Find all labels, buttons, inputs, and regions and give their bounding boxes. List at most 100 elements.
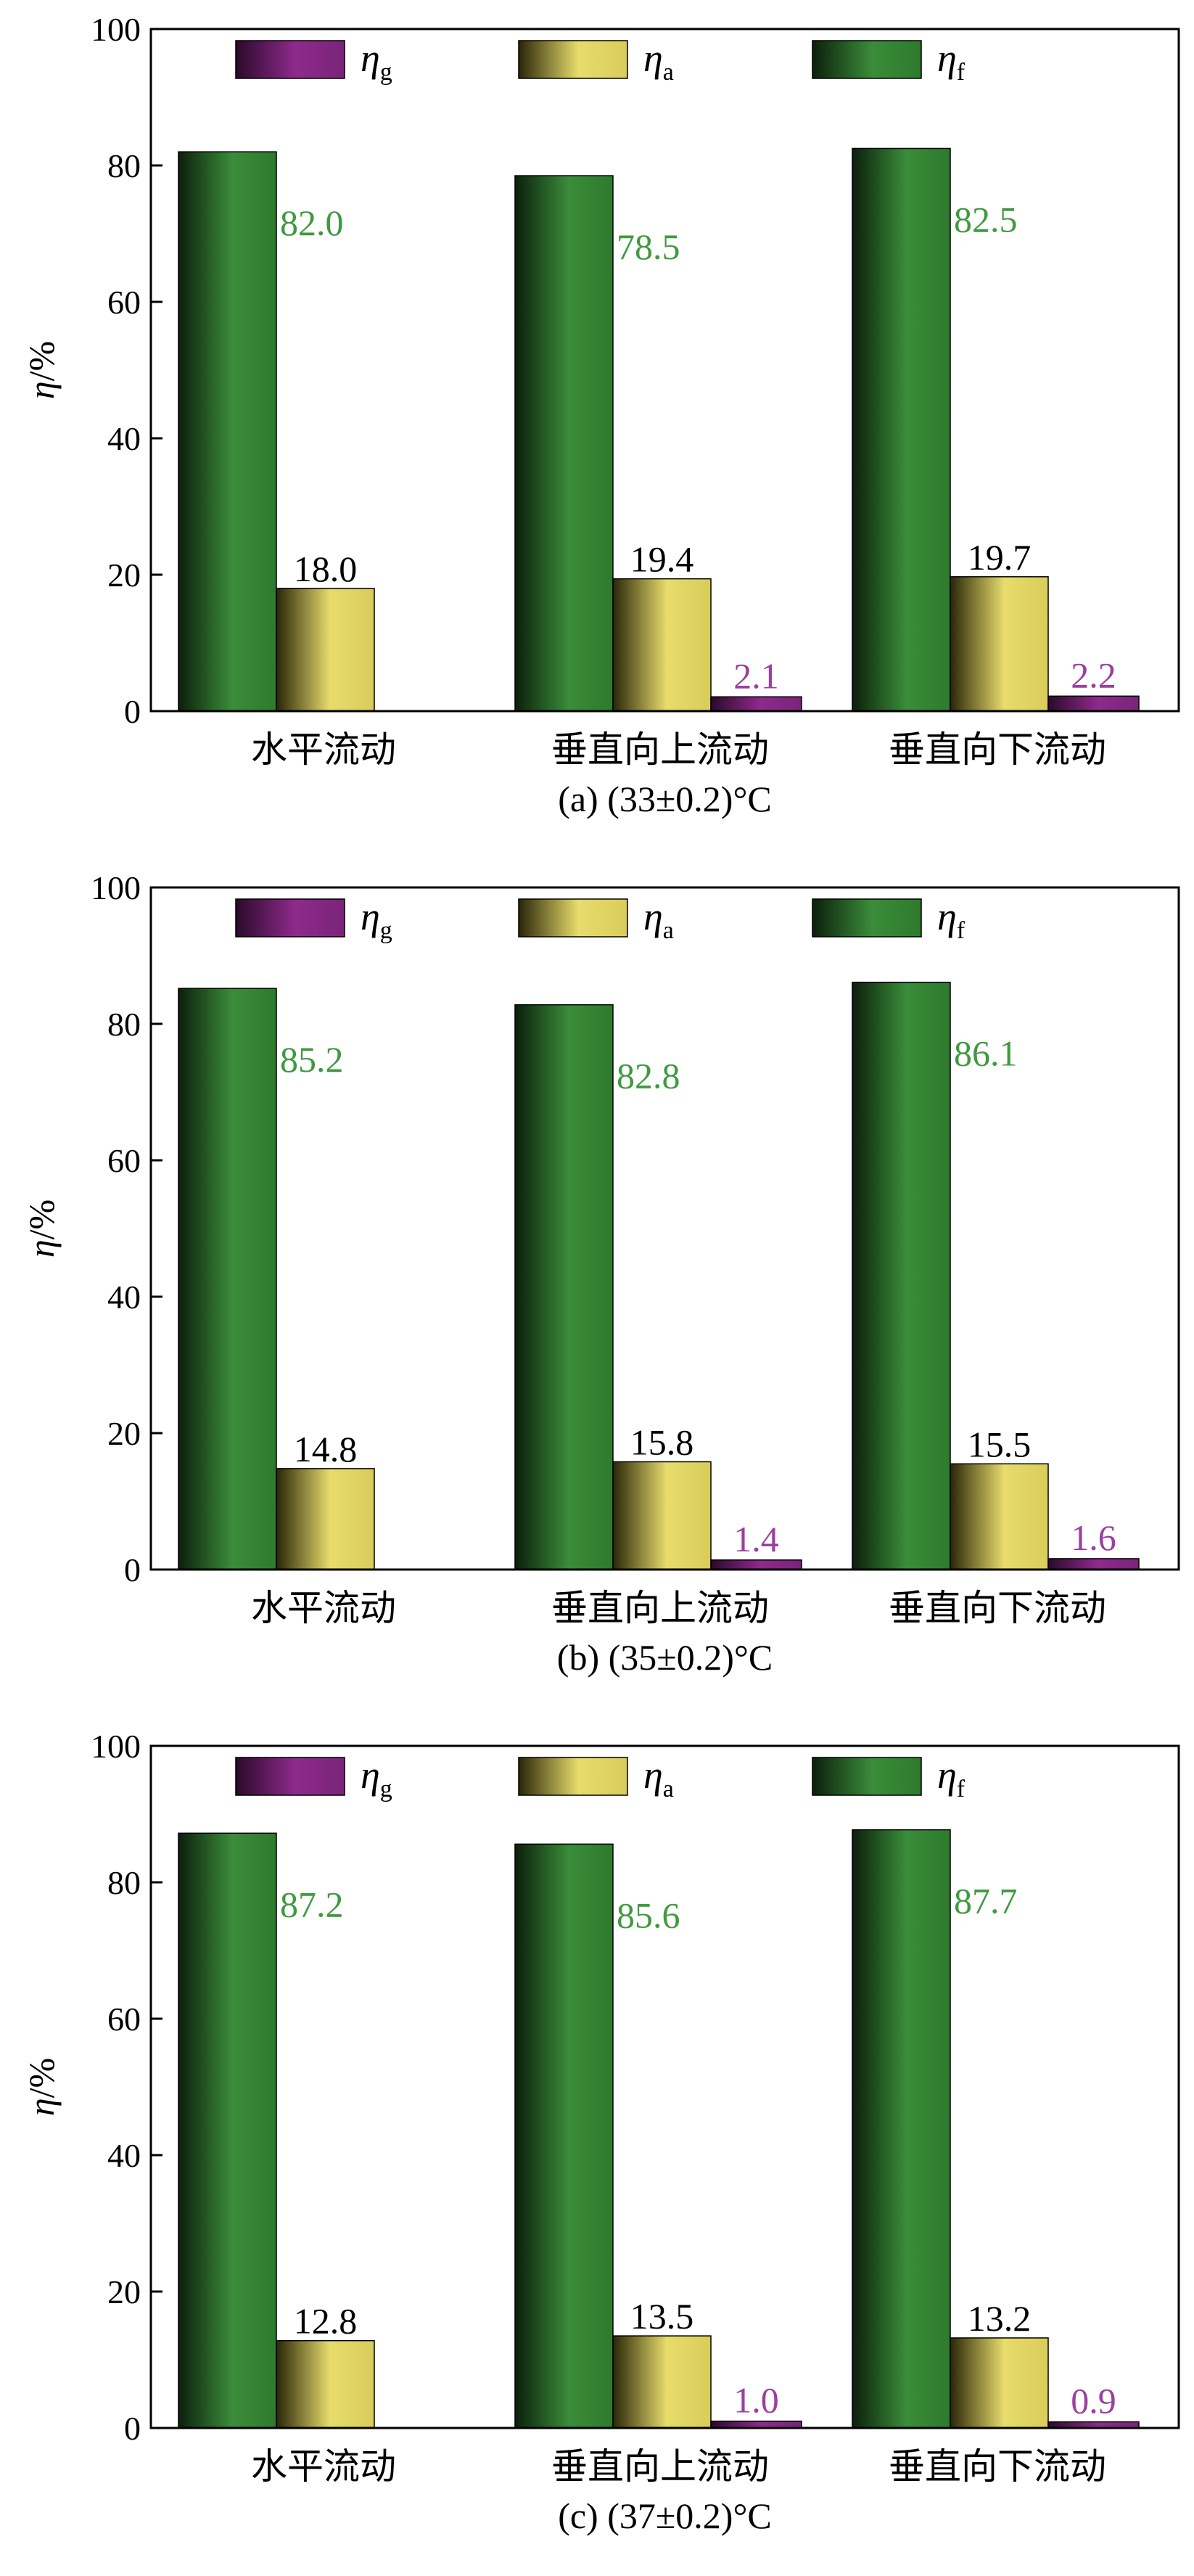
bar-eta_f (852, 981, 951, 1570)
value-label-eta_f: 87.7 (954, 1881, 1018, 1921)
bar-eta_a (276, 588, 375, 712)
bar-eta_f (178, 988, 277, 1570)
y-tick-label: 60 (107, 284, 141, 321)
bar-eta_g (710, 696, 802, 712)
bar-eta_f (514, 1843, 614, 2429)
bar-eta_f (852, 147, 951, 712)
y-tick-label: 80 (107, 147, 141, 184)
bar-eta_g (710, 1559, 802, 1570)
chart-panel: 87.2 85.6 87.7 12.8 13.5 13.2 1.0 0.9 0 20 40 60 80 1… (0, 1717, 1194, 2575)
chart-panel: 82.0 78.5 82.5 18.0 19.4 19.7 2.1 2.2 0 20 40 60 80 1… (0, 0, 1194, 858)
y-tick-label: 100 (91, 1728, 141, 1765)
bar-eta_f (178, 1832, 277, 2429)
value-label-eta_a: 15.5 (968, 1424, 1032, 1464)
value-label-eta_a: 18.0 (294, 549, 358, 589)
x-category-label: 垂直向下流动 (889, 729, 1106, 771)
legend-swatch-eta_f (812, 40, 922, 79)
legend-label-eta_a: ηa (643, 36, 674, 86)
legend-label-eta_g: ηg (361, 1753, 392, 1802)
bar-eta_f (514, 1004, 614, 1570)
value-label-eta_a: 15.8 (630, 1422, 694, 1462)
value-label-eta_a: 12.8 (294, 2301, 358, 2342)
y-axis-label: η/% (21, 2058, 62, 2116)
y-tick-label: 60 (107, 2001, 141, 2038)
x-category-label: 垂直向上流动 (551, 1587, 769, 1629)
value-label-eta_a: 13.2 (968, 2298, 1032, 2339)
value-label-eta_f: 78.5 (617, 226, 680, 267)
chart-svg: 82.0 78.5 82.5 18.0 19.4 19.7 2.1 2.2 0 20 40 60 80 1… (21, 11, 1180, 819)
plot-frame (149, 886, 1180, 1571)
bar-eta_a (276, 2339, 375, 2429)
y-tick-label: 80 (107, 1006, 141, 1043)
x-category-label: 水平流动 (251, 729, 396, 771)
y-tick-label: 40 (107, 1279, 141, 1316)
value-label-eta_f: 82.0 (280, 202, 344, 243)
y-tick-label: 60 (107, 1142, 141, 1179)
value-label-eta_a: 13.5 (630, 2296, 694, 2337)
x-category-label: 水平流动 (251, 1587, 396, 1629)
x-category-label: 水平流动 (251, 2445, 396, 2487)
y-tick-label: 100 (91, 11, 141, 48)
x-category-label: 垂直向下流动 (889, 2445, 1106, 2487)
bar-eta_f (178, 151, 277, 712)
legend-label-eta_g: ηg (361, 36, 392, 86)
y-axis-label: η/% (21, 341, 62, 399)
y-tick-label: 20 (107, 1415, 141, 1452)
x-category-label: 垂直向下流动 (889, 1587, 1106, 1629)
chart-caption: (b) (35±0.2)°C (557, 1637, 773, 1678)
plot-frame (149, 1744, 1180, 2429)
y-axis-label: η/% (21, 1199, 62, 1258)
legend-swatch-eta_g (235, 898, 345, 938)
value-label-eta_f: 86.1 (954, 1033, 1018, 1074)
value-label-eta_f: 82.8 (617, 1056, 680, 1096)
legend-swatch-eta_a (518, 1757, 628, 1796)
legend-swatch-eta_f (812, 898, 922, 938)
x-category-label: 垂直向上流动 (551, 729, 769, 771)
legend-label-eta_f: ηf (937, 895, 966, 944)
y-tick-label: 80 (107, 1864, 141, 1901)
bar-eta_f (514, 175, 614, 712)
value-label-eta_a: 19.7 (968, 537, 1032, 578)
legend-label-eta_a: ηa (643, 1753, 674, 1802)
legend-label-eta_f: ηf (937, 1753, 966, 1802)
plot-frame (149, 28, 1180, 713)
legend-swatch-eta_a (518, 898, 628, 938)
chart-svg: 85.2 82.8 86.1 14.8 15.8 15.5 1.4 1.6 0 20 40 60 80 1… (21, 869, 1180, 1678)
value-label-eta_g: 1.6 (1071, 1517, 1116, 1558)
legend-swatch-eta_a (518, 40, 628, 79)
value-label-eta_f: 87.2 (280, 1884, 344, 1924)
value-label-eta_f: 85.2 (280, 1039, 344, 1080)
legend-swatch-eta_f (812, 1757, 922, 1796)
value-label-eta_f: 82.5 (954, 200, 1018, 240)
value-label-eta_g: 2.2 (1071, 655, 1116, 695)
chart-caption: (c) (37±0.2)°C (558, 2495, 772, 2536)
y-tick-label: 20 (107, 557, 141, 594)
y-tick-label: 0 (124, 693, 141, 730)
legend-swatch-eta_g (235, 1757, 345, 1796)
y-tick-label: 40 (107, 2137, 141, 2174)
value-label-eta_f: 85.6 (617, 1895, 680, 1935)
value-label-eta_g: 1.0 (733, 2380, 779, 2421)
value-label-eta_g: 1.4 (733, 1519, 779, 1559)
bar-eta_a (276, 1468, 375, 1570)
chart-panel: 85.2 82.8 86.1 14.8 15.8 15.5 1.4 1.6 0 20 40 60 80 1… (0, 858, 1194, 1717)
legend-label-eta_f: ηf (937, 36, 966, 86)
y-tick-label: 20 (107, 2273, 141, 2310)
y-tick-label: 0 (124, 1551, 141, 1588)
y-tick-label: 40 (107, 420, 141, 457)
bar-eta_g (1047, 1558, 1140, 1570)
value-label-eta_g: 0.9 (1071, 2381, 1116, 2421)
value-label-eta_g: 2.1 (733, 655, 779, 696)
value-label-eta_a: 14.8 (294, 1429, 358, 1469)
bar-eta_a (612, 2335, 712, 2429)
x-category-label: 垂直向上流动 (551, 2445, 769, 2487)
bar-eta_a (950, 1463, 1049, 1570)
bar-eta_g (1047, 695, 1140, 712)
legend-swatch-eta_g (235, 40, 345, 79)
chart-svg: 87.2 85.6 87.7 12.8 13.5 13.2 1.0 0.9 0 20 40 60 80 1… (21, 1728, 1180, 2536)
bar-eta_a (950, 576, 1049, 712)
value-label-eta_a: 19.4 (630, 539, 694, 580)
bar-eta_a (612, 578, 712, 712)
y-tick-label: 0 (124, 2410, 141, 2447)
chart-caption: (a) (33±0.2)°C (558, 779, 772, 819)
